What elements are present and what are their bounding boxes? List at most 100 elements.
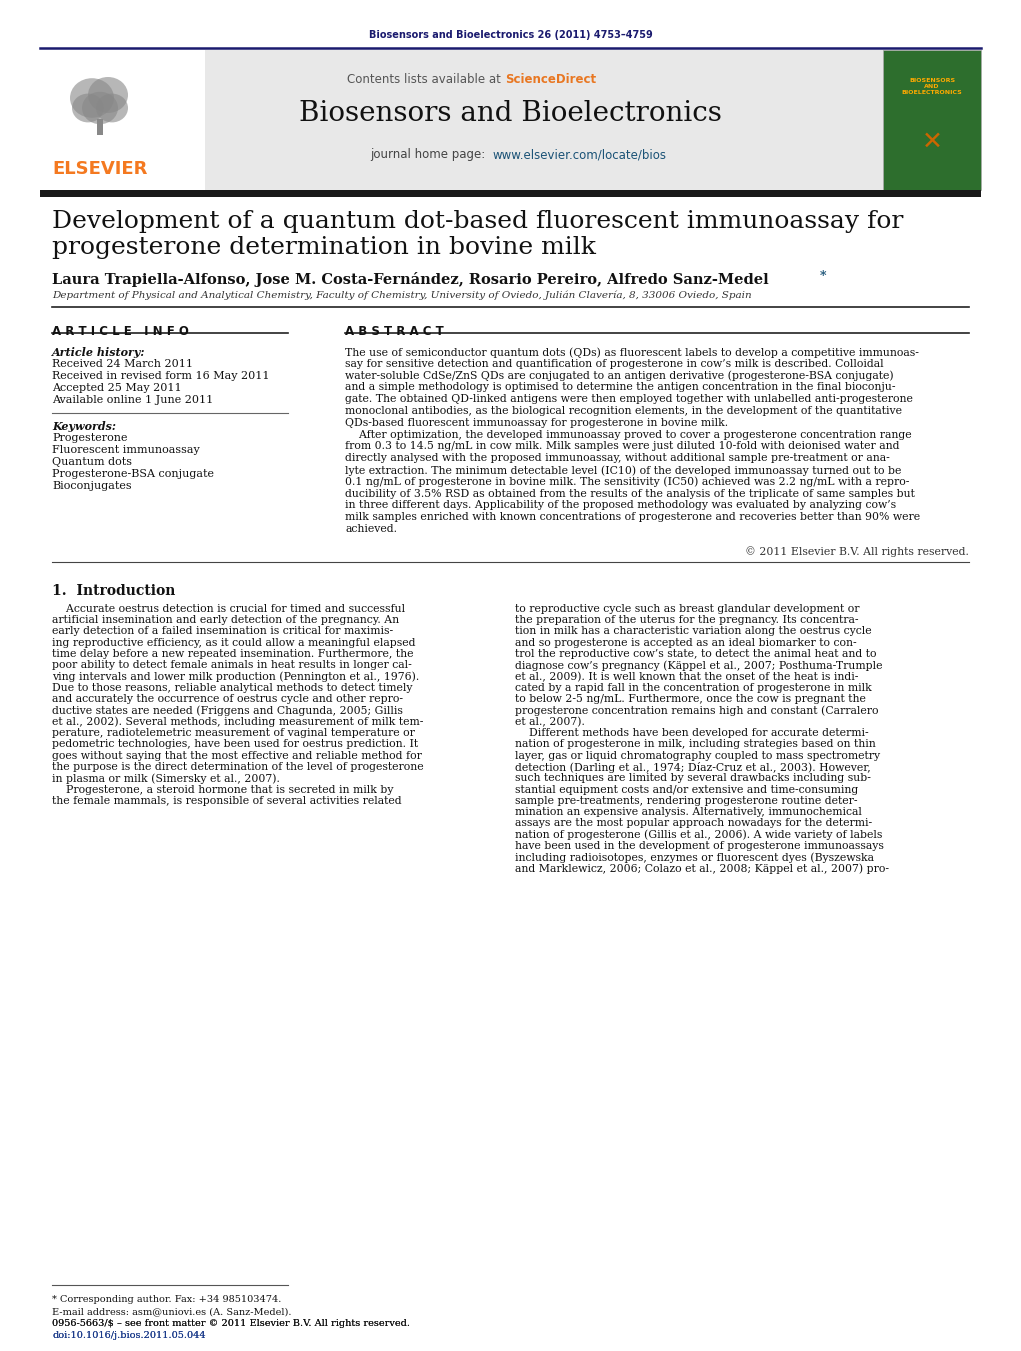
Text: Biosensors and Bioelectronics: Biosensors and Bioelectronics [298,100,722,127]
Text: Contents lists available at: Contents lists available at [347,73,505,86]
Text: Department of Physical and Analytical Chemistry, Faculty of Chemistry, Universit: Department of Physical and Analytical Ch… [52,290,751,300]
Text: monoclonal antibodies, as the biological recognition elements, in the developmen: monoclonal antibodies, as the biological… [345,407,902,416]
Text: 1.  Introduction: 1. Introduction [52,584,176,597]
Text: and so progesterone is accepted as an ideal biomarker to con-: and so progesterone is accepted as an id… [515,638,857,647]
Text: BIOSENSORS
AND
BIOELECTRONICS: BIOSENSORS AND BIOELECTRONICS [902,78,963,95]
Text: poor ability to detect female animals in heat results in longer cal-: poor ability to detect female animals in… [52,661,411,670]
Text: Progesterone, a steroid hormone that is secreted in milk by: Progesterone, a steroid hormone that is … [52,785,393,794]
Text: Biosensors and Bioelectronics 26 (2011) 4753–4759: Biosensors and Bioelectronics 26 (2011) … [369,30,652,41]
Text: ing reproductive efficiency, as it could allow a meaningful elapsed: ing reproductive efficiency, as it could… [52,638,416,647]
Text: achieved.: achieved. [345,524,397,534]
Text: E-mail address: asm@uniovi.es (A. Sanz-Medel).: E-mail address: asm@uniovi.es (A. Sanz-M… [52,1306,292,1316]
Text: artificial insemination and early detection of the pregnancy. An: artificial insemination and early detect… [52,615,399,626]
Text: lyte extraction. The minimum detectable level (IC10) of the developed immunoassa: lyte extraction. The minimum detectable … [345,465,902,476]
Text: the preparation of the uterus for the pregnancy. Its concentra-: the preparation of the uterus for the pr… [515,615,859,626]
Text: 0.1 ng/mL of progesterone in bovine milk. The sensitivity (IC50) achieved was 2.: 0.1 ng/mL of progesterone in bovine milk… [345,477,910,488]
Text: pedometric technologies, have been used for oestrus prediction. It: pedometric technologies, have been used … [52,739,419,750]
Text: Progesterone-BSA conjugate: Progesterone-BSA conjugate [52,469,214,480]
Text: The use of semiconductor quantum dots (QDs) as fluorescent labels to develop a c: The use of semiconductor quantum dots (Q… [345,347,919,358]
Text: detection (Darling et al., 1974; Díaz-Cruz et al., 2003). However,: detection (Darling et al., 1974; Díaz-Cr… [515,762,871,773]
Text: et al., 2007).: et al., 2007). [515,717,585,727]
Text: and accurately the occurrence of oestrus cycle and other repro-: and accurately the occurrence of oestrus… [52,694,403,704]
Ellipse shape [96,93,128,123]
Text: Development of a quantum dot-based fluorescent immunoassay for: Development of a quantum dot-based fluor… [52,209,904,232]
Ellipse shape [72,93,104,123]
Text: et al., 2009). It is well known that the onset of the heat is indi-: et al., 2009). It is well known that the… [515,671,859,682]
Text: such techniques are limited by several drawbacks including sub-: such techniques are limited by several d… [515,773,871,784]
Text: *: * [820,270,827,282]
Text: layer, gas or liquid chromatography coupled to mass spectrometry: layer, gas or liquid chromatography coup… [515,751,880,761]
Text: milk samples enriched with known concentrations of progesterone and recoveries b: milk samples enriched with known concent… [345,512,920,523]
Text: Due to those reasons, reliable analytical methods to detect timely: Due to those reasons, reliable analytica… [52,682,412,693]
Text: Accurate oestrus detection is crucial for timed and successful: Accurate oestrus detection is crucial fo… [52,604,405,613]
Text: ELSEVIER: ELSEVIER [52,159,147,178]
Bar [40,50,981,190]
Text: ✕: ✕ [922,130,942,154]
Text: time delay before a new repeated insemination. Furthermore, the: time delay before a new repeated insemin… [52,648,414,659]
Text: journal home page:: journal home page: [370,149,489,161]
Text: progesterone concentration remains high and constant (Carralero: progesterone concentration remains high … [515,705,878,716]
Text: stantial equipment costs and/or extensive and time-consuming: stantial equipment costs and/or extensiv… [515,785,859,794]
Text: Bioconjugates: Bioconjugates [52,481,132,490]
Text: the female mammals, is responsible of several activities related: the female mammals, is responsible of se… [52,796,401,807]
Bar [40,50,205,190]
Text: ducibility of 3.5% RSD as obtained from the results of the analysis of the tripl: ducibility of 3.5% RSD as obtained from … [345,489,915,499]
Text: from 0.3 to 14.5 ng/mL in cow milk. Milk samples were just diluted 10-fold with : from 0.3 to 14.5 ng/mL in cow milk. Milk… [345,442,900,451]
Text: et al., 2002). Several methods, including measurement of milk tem-: et al., 2002). Several methods, includin… [52,717,424,727]
Text: diagnose cow’s pregnancy (Käppel et al., 2007; Posthuma-Trumple: diagnose cow’s pregnancy (Käppel et al.,… [515,661,882,671]
Text: ving intervals and lower milk production (Pennington et al., 1976).: ving intervals and lower milk production… [52,671,420,682]
Text: Received 24 March 2011: Received 24 March 2011 [52,359,193,369]
Text: mination an expensive analysis. Alternatively, immunochemical: mination an expensive analysis. Alternat… [515,807,862,817]
Text: QDs-based fluorescent immunoassay for progesterone in bovine milk.: QDs-based fluorescent immunoassay for pr… [345,417,728,428]
Text: trol the reproductive cow’s state, to detect the animal heat and to: trol the reproductive cow’s state, to de… [515,648,876,659]
Text: Received in revised form 16 May 2011: Received in revised form 16 May 2011 [52,372,270,381]
Text: perature, radiotelemetric measurement of vaginal temperature or: perature, radiotelemetric measurement of… [52,728,415,738]
Text: ScienceDirect: ScienceDirect [505,73,596,86]
Text: nation of progesterone (Gillis et al., 2006). A wide variety of labels: nation of progesterone (Gillis et al., 2… [515,830,882,840]
Text: Keywords:: Keywords: [52,422,116,432]
Text: have been used in the development of progesterone immunoassays: have been used in the development of pro… [515,842,884,851]
Text: www.elsevier.com/locate/bios: www.elsevier.com/locate/bios [492,149,666,161]
Ellipse shape [70,78,114,118]
Text: Article history:: Article history: [52,347,146,358]
Text: assays are the most popular approach nowadays for the determi-: assays are the most popular approach now… [515,819,872,828]
Bar [97,119,103,135]
Text: A R T I C L E   I N F O: A R T I C L E I N F O [52,326,189,338]
Text: A B S T R A C T: A B S T R A C T [345,326,444,338]
Text: gate. The obtained QD-linked antigens were then employed together with unlabelle: gate. The obtained QD-linked antigens we… [345,394,913,404]
Bar [883,50,981,190]
Text: to below 2-5 ng/mL. Furthermore, once the cow is pregnant the: to below 2-5 ng/mL. Furthermore, once th… [515,694,866,704]
Text: tion in milk has a characteristic variation along the oestrus cycle: tion in milk has a characteristic variat… [515,627,872,636]
Text: cated by a rapid fall in the concentration of progesterone in milk: cated by a rapid fall in the concentrati… [515,682,872,693]
Text: goes without saying that the most effective and reliable method for: goes without saying that the most effect… [52,751,422,761]
Text: say for sensitive detection and quantification of progesterone in cow’s milk is : say for sensitive detection and quantifi… [345,359,883,369]
Text: sample pre-treatments, rendering progesterone routine deter-: sample pre-treatments, rendering progest… [515,796,858,807]
Bar [40,190,981,197]
Text: After optimization, the developed immunoassay proved to cover a progesterone con: After optimization, the developed immuno… [345,430,912,439]
Text: 0956-5663/$ – see front matter © 2011 Elsevier B.V. All rights reserved.: 0956-5663/$ – see front matter © 2011 El… [52,1319,410,1328]
Text: Quantum dots: Quantum dots [52,457,132,467]
Text: Progesterone: Progesterone [52,434,128,443]
Text: Fluorescent immunoassay: Fluorescent immunoassay [52,444,200,455]
Text: * Corresponding author. Fax: +34 985103474.: * Corresponding author. Fax: +34 9851034… [52,1296,282,1304]
Text: directly analysed with the proposed immunoassay, without additional sample pre-t: directly analysed with the proposed immu… [345,453,889,463]
Text: doi:10.1016/j.bios.2011.05.044: doi:10.1016/j.bios.2011.05.044 [52,1331,205,1340]
Ellipse shape [82,92,118,124]
Text: © 2011 Elsevier B.V. All rights reserved.: © 2011 Elsevier B.V. All rights reserved… [745,546,969,557]
Text: in three different days. Applicability of the proposed methodology was evaluated: in three different days. Applicability o… [345,500,896,511]
Ellipse shape [88,77,128,113]
Text: 0956-5663/$ – see front matter © 2011 Elsevier B.V. All rights reserved.: 0956-5663/$ – see front matter © 2011 El… [52,1319,410,1328]
Text: progesterone determination in bovine milk: progesterone determination in bovine mil… [52,236,596,259]
Text: Accepted 25 May 2011: Accepted 25 May 2011 [52,382,182,393]
Text: nation of progesterone in milk, including strategies based on thin: nation of progesterone in milk, includin… [515,739,876,750]
Text: to reproductive cycle such as breast glandular development or: to reproductive cycle such as breast gla… [515,604,860,613]
Text: in plasma or milk (Simersky et al., 2007).: in plasma or milk (Simersky et al., 2007… [52,773,280,784]
Text: and Marklewicz, 2006; Colazo et al., 2008; Käppel et al., 2007) pro-: and Marklewicz, 2006; Colazo et al., 200… [515,863,889,874]
Text: early detection of a failed insemination is critical for maximis-: early detection of a failed insemination… [52,627,393,636]
Text: ductive states are needed (Friggens and Chagunda, 2005; Gillis: ductive states are needed (Friggens and … [52,705,403,716]
Text: Available online 1 June 2011: Available online 1 June 2011 [52,394,213,405]
Text: the purpose is the direct determination of the level of progesterone: the purpose is the direct determination … [52,762,424,771]
Text: Laura Trapiella-Alfonso, Jose M. Costa-Fernández, Rosario Pereiro, Alfredo Sanz-: Laura Trapiella-Alfonso, Jose M. Costa-F… [52,272,769,286]
Text: including radioisotopes, enzymes or fluorescent dyes (Byszewska: including radioisotopes, enzymes or fluo… [515,852,874,863]
Text: Different methods have been developed for accurate determi-: Different methods have been developed fo… [515,728,869,738]
